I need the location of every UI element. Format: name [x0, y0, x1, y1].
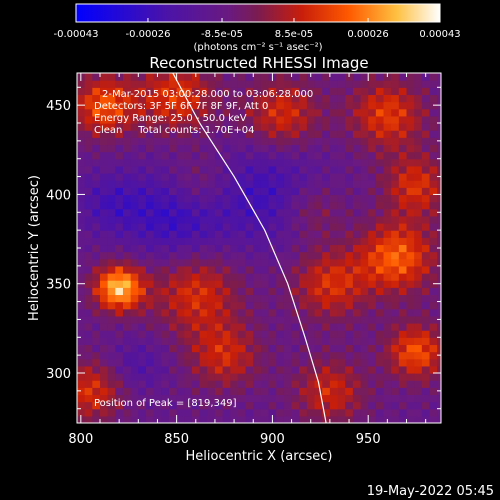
x-tick-label: 800	[68, 432, 93, 447]
annotation-time-range: 2-Mar-2015 03:00:28.000 to 03:06:28.000	[102, 89, 313, 100]
y-tick-label: 450	[46, 99, 71, 114]
x-tick-label: 950	[356, 432, 381, 447]
y-axis-title: Heliocentric Y (arcsec)	[27, 175, 42, 321]
colorbar-tick-label: 0.00026	[347, 29, 388, 40]
colorbar-tick-label: -8.5e-05	[201, 29, 243, 40]
x-tick-label: 900	[260, 432, 285, 447]
y-tick-label: 300	[46, 367, 71, 382]
x-tick-label: 850	[164, 432, 189, 447]
footer-timestamp: 19-May-2022 05:45	[367, 484, 494, 499]
axis-ticks: 800 850 900 950 300 350 400 450	[46, 73, 441, 447]
colorbar-tick-label: 0.00043	[419, 29, 460, 40]
colorbar	[76, 4, 440, 22]
colorbar-ticks: -0.00043 -0.00026 -8.5e-05 8.5e-05 0.00026 0.…	[54, 18, 461, 40]
solar-limb-line	[172, 73, 327, 423]
colorbar-tick-label: 8.5e-05	[275, 29, 313, 40]
y-tick-label: 350	[46, 278, 71, 293]
colorbar-tick-label: -0.00043	[54, 29, 99, 40]
annotation-detectors: Detectors: 3F 5F 6F 7F 8F 9F, Att 0	[94, 101, 268, 112]
colorbar-tick-label: -0.00026	[125, 29, 170, 40]
chart-title: Reconstructed RHESSI Image	[149, 54, 368, 72]
colorbar-frame	[75, 3, 441, 23]
heatmap-image	[77, 73, 441, 423]
annotation-energy-range: Energy Range: 25.0 - 50.0 keV	[94, 113, 247, 124]
annotation-clean-totals: Clean Total counts: 1.70E+04	[94, 125, 254, 136]
y-tick-label: 400	[46, 188, 71, 203]
x-axis-title: Heliocentric X (arcsec)	[186, 449, 333, 464]
colorbar-units-label: (photons cm⁻² s⁻¹ asec⁻²)	[193, 42, 322, 53]
annotation-peak-position: Position of Peak = [819,349]	[94, 398, 237, 409]
